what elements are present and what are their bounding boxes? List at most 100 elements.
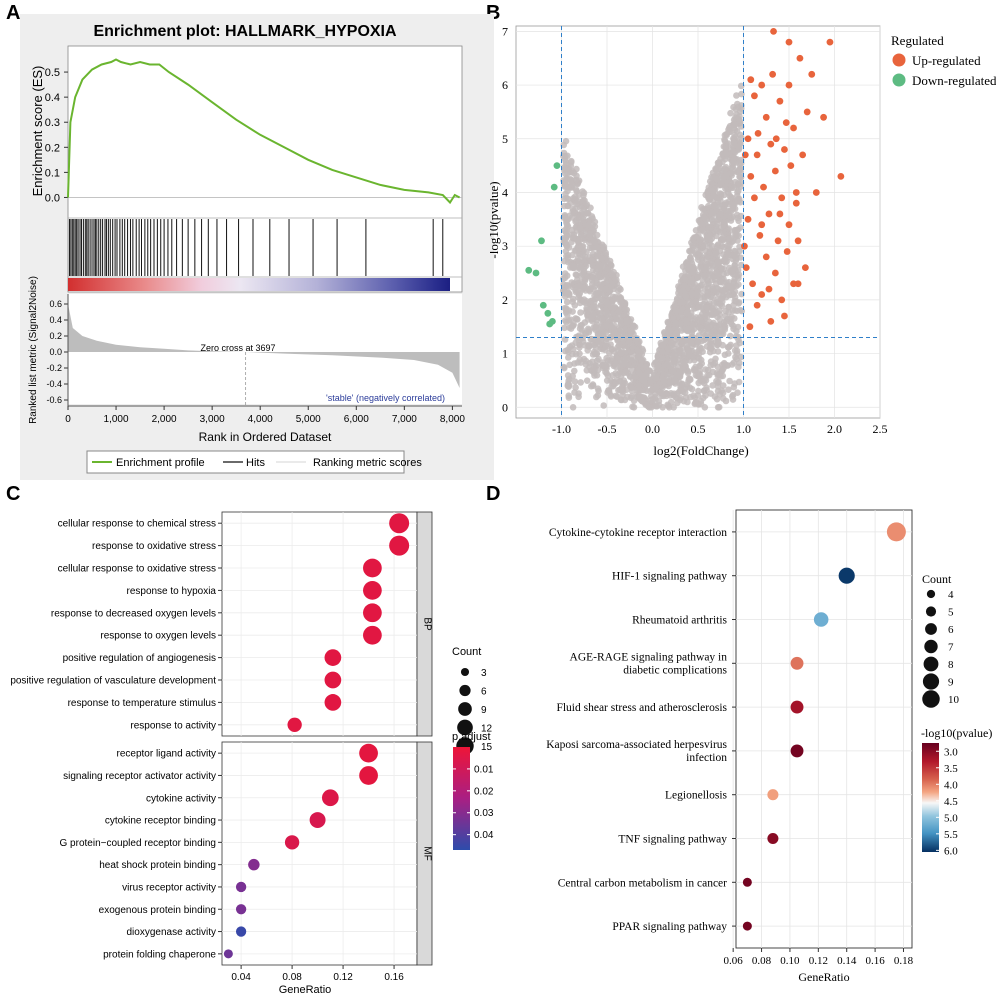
ns-point (653, 383, 660, 390)
pathway-dot (742, 921, 752, 931)
ns-point (716, 321, 723, 328)
ns-point (702, 238, 709, 245)
ns-point (714, 363, 722, 371)
ns-point (672, 307, 680, 315)
ns-point (698, 204, 705, 211)
ns-point (575, 214, 582, 222)
color-legend-label: 5.5 (944, 829, 958, 841)
down-regulated-point (525, 266, 533, 274)
term-label: virus receptor activity (122, 882, 216, 893)
facet-panel (221, 511, 418, 737)
ns-point (570, 345, 577, 353)
ns-point (589, 262, 597, 269)
ns-point (581, 197, 588, 204)
ns-point (614, 371, 622, 379)
ns-point (694, 273, 702, 281)
ns-point (672, 394, 680, 401)
ns-point (729, 161, 736, 168)
ns-point (565, 392, 572, 400)
ns-point (702, 335, 709, 342)
ns-point (591, 372, 598, 379)
ns-point (574, 288, 581, 295)
ns-point (727, 268, 734, 276)
up-regulated-point (826, 38, 834, 46)
x-tick-label: 0.06 (724, 955, 744, 967)
x-tick-label: 0.12 (333, 972, 353, 983)
size-legend-label: 3 (481, 668, 487, 679)
up-regulated-point (742, 264, 750, 272)
up-regulated-point (776, 210, 784, 218)
ns-point (708, 344, 715, 352)
x-tick-label: -1.0 (552, 422, 571, 436)
ns-point (589, 382, 597, 390)
upper-plot-frame (67, 45, 463, 293)
ns-point (715, 159, 722, 166)
ns-point (659, 390, 667, 397)
ns-point (622, 368, 630, 376)
size-legend-label: 12 (481, 724, 493, 735)
ns-point (712, 250, 719, 258)
ns-point (719, 234, 727, 241)
ns-point (569, 404, 577, 411)
ns-point (628, 384, 635, 392)
ns-point (593, 279, 600, 287)
x-tick-label: 4,000 (248, 414, 273, 425)
ns-point (617, 321, 625, 328)
ns-point (604, 372, 612, 379)
term-dot (363, 625, 382, 645)
ns-point (585, 221, 592, 229)
size-legend-label: 9 (481, 705, 487, 716)
y-tick-label: 7 (502, 24, 508, 38)
term-label: signaling receptor activator activity (63, 771, 216, 782)
ns-point (701, 214, 708, 222)
ns-point (713, 232, 720, 240)
ns-point (664, 345, 672, 353)
y-tick-label: 6 (502, 78, 508, 92)
ns-point (716, 316, 724, 323)
term-label: Central carbon metabolism in cancer (558, 877, 727, 889)
ns-point (737, 82, 745, 90)
term-label: Fluid shear stress and atherosclerosis (556, 702, 727, 714)
ns-point (725, 198, 733, 205)
ns-point (616, 377, 624, 385)
facet-strip-label: MF (422, 846, 433, 860)
ns-point (663, 361, 671, 368)
ns-point (608, 270, 615, 278)
ns-point (569, 208, 576, 215)
ns-point (728, 313, 735, 321)
up-regulated-point (803, 108, 811, 116)
color-legend-label: 4.0 (944, 779, 958, 791)
up-regulated-point (778, 194, 786, 202)
term-label: Kaposi sarcoma-associated herpesvirus (546, 739, 727, 751)
ns-point (714, 285, 722, 293)
ns-point (709, 187, 717, 195)
ns-point (648, 386, 655, 394)
ns-point (721, 351, 729, 359)
ns-point (697, 324, 704, 332)
term-dot (359, 766, 378, 785)
ns-point (704, 313, 711, 320)
legend-title: Regulated (891, 33, 944, 48)
ns-point (636, 353, 643, 361)
up-regulated-point (812, 189, 820, 196)
term-label: positive regulation of vasculature devel… (10, 676, 216, 687)
ns-point (733, 307, 741, 315)
ns-point (697, 371, 704, 379)
ns-point (575, 393, 582, 401)
ns-point (736, 167, 743, 174)
ns-point (709, 285, 717, 293)
facet-strip (416, 511, 433, 737)
ns-point (629, 403, 636, 411)
ns-point (732, 333, 740, 340)
ns-point (735, 281, 742, 288)
up-regulated-point (765, 210, 773, 218)
ns-point (575, 294, 582, 301)
x-tick-label: 0.10 (780, 955, 800, 967)
ns-point (635, 369, 643, 377)
x-tick-label: 8,000 (440, 414, 465, 425)
ns-point (584, 210, 592, 217)
size-legend-dot (922, 673, 940, 690)
ns-point (572, 339, 579, 347)
up-regulated-point (808, 70, 816, 78)
ns-point (594, 385, 602, 393)
